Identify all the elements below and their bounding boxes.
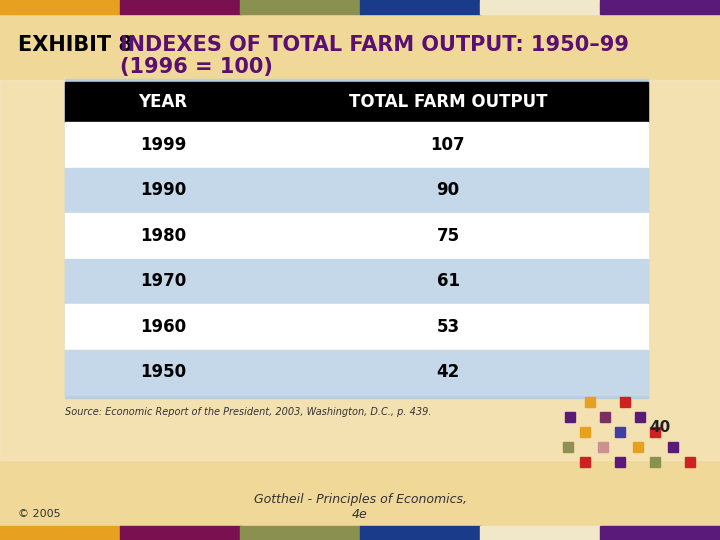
Bar (600, 526, 720, 540)
Text: INDEXES OF TOTAL FARM OUTPUT: 1950–99: INDEXES OF TOTAL FARM OUTPUT: 1950–99 (120, 35, 629, 55)
Text: 53: 53 (436, 318, 459, 336)
Bar (360, 526, 481, 540)
Bar (65, 167, 648, 213)
Text: Source: Economic Report of the President, 2003, Washington, D.C., p. 439.: Source: Economic Report of the President… (65, 407, 431, 417)
Text: Gottheil - Principles of Economics,: Gottheil - Principles of Economics, (253, 494, 467, 507)
Text: 1990: 1990 (140, 181, 186, 199)
Bar (65, 349, 648, 395)
Bar (65, 304, 648, 349)
Text: 90: 90 (436, 181, 459, 199)
Text: 61: 61 (436, 272, 459, 291)
Bar (65, 82, 648, 122)
Bar (360, 0, 481, 14)
Bar (600, 0, 720, 14)
Bar (65, 79, 648, 398)
Bar (0, 0, 121, 14)
Bar (480, 0, 601, 14)
Bar (65, 122, 648, 167)
Bar (0, 80, 720, 460)
Bar (120, 526, 241, 540)
Text: 1970: 1970 (140, 272, 186, 291)
Bar (240, 0, 361, 14)
Text: 1980: 1980 (140, 227, 186, 245)
Bar (65, 259, 648, 304)
Text: TOTAL FARM OUTPUT: TOTAL FARM OUTPUT (348, 93, 547, 111)
Text: (1996 = 100): (1996 = 100) (120, 57, 273, 77)
Text: 40: 40 (649, 421, 670, 435)
Text: 1960: 1960 (140, 318, 186, 336)
Text: 1950: 1950 (140, 363, 186, 381)
Bar (480, 526, 601, 540)
Text: 1999: 1999 (140, 136, 186, 154)
Bar (120, 0, 241, 14)
Text: 42: 42 (436, 363, 459, 381)
Bar (65, 213, 648, 259)
Text: YEAR: YEAR (138, 93, 188, 111)
Text: 107: 107 (431, 136, 465, 154)
Text: © 2005: © 2005 (18, 509, 60, 519)
Text: 75: 75 (436, 227, 459, 245)
Text: 4e: 4e (352, 508, 368, 521)
Bar (240, 526, 361, 540)
Bar (0, 526, 121, 540)
Text: EXHIBIT 8: EXHIBIT 8 (18, 35, 133, 55)
